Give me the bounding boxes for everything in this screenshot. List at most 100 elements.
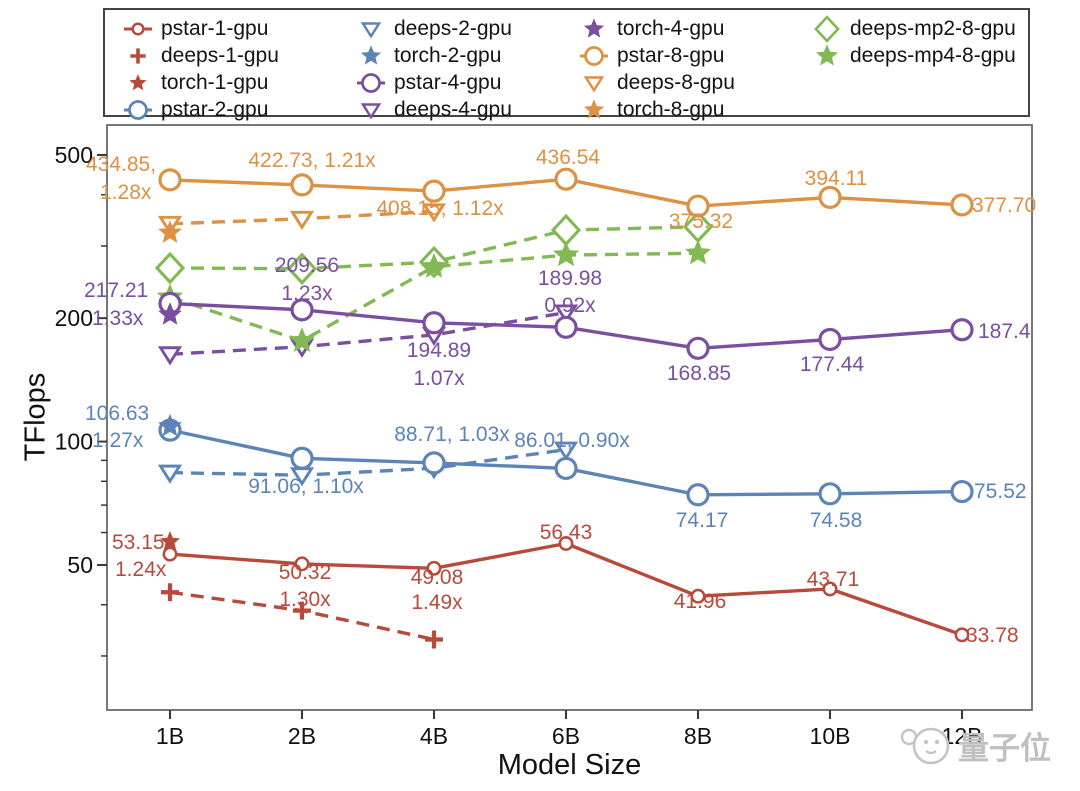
data-label: 187.4 (978, 320, 1031, 343)
legend-label: torch-4-gpu (617, 16, 725, 40)
data-label: 1.30x (279, 588, 331, 611)
legend-marker-plus-icon (130, 47, 146, 64)
data-label: 1.24x (115, 558, 167, 581)
legend-label: deeps-4-gpu (394, 97, 512, 121)
data-label: 394.11 (805, 167, 868, 190)
x-tick-label: 6B (552, 723, 580, 749)
y-axis-title: TFlops (19, 372, 52, 462)
legend-marker-star-icon (583, 98, 605, 119)
data-label: 375.32 (669, 210, 733, 233)
legend-item-deeps-8-gpu: deeps-8-gpu (577, 69, 735, 96)
chart-legend: pstar-1-gpu deeps-1-gpu torch-1-gpu pstar-2… (103, 8, 1030, 121)
y-tick-label: 200 (55, 305, 93, 331)
data-label: 0.92x (544, 294, 596, 317)
data-label: 74.17 (676, 509, 729, 532)
data-label: 168.85 (667, 362, 731, 385)
x-tick-label: 8B (684, 723, 712, 749)
annotations: 434.85, 1.28x 422.73, 1.21x 408.15, 1.12x 43… (84, 146, 1036, 647)
legend-item-deeps-4-gpu: deeps-4-gpu (354, 96, 512, 123)
x-tick-label: 4B (420, 723, 448, 749)
data-label: 33.78 (966, 624, 1019, 647)
legend-label: pstar-2-gpu (161, 97, 269, 121)
legend-item-deeps-2-gpu: deeps-2-gpu (354, 15, 512, 42)
legend-label: deeps-mp4-8-gpu (850, 43, 1016, 67)
legend-label: deeps-2-gpu (394, 16, 512, 40)
series-pstar-1-gpu (162, 536, 970, 643)
legend-marker-star-icon (129, 73, 147, 90)
legend-label: torch-8-gpu (617, 97, 725, 121)
series-deeps-1-gpu (161, 583, 443, 649)
y-tick-label: 50 (67, 552, 93, 578)
data-label: 1.07x (413, 367, 465, 390)
qbitai-face-icon (900, 727, 950, 765)
legend-item-deeps-mp4-8-gpu: deeps-mp4-8-gpu (810, 42, 1016, 69)
legend-marker-triangle-icon (360, 102, 382, 120)
legend-item-deeps-1-gpu: deeps-1-gpu (121, 42, 279, 69)
series-line (169, 447, 567, 477)
series-pstar-8-gpu (158, 167, 974, 218)
legend-item-pstar-8-gpu: pstar-8-gpu (577, 42, 735, 69)
data-label: 1.23x (281, 282, 333, 305)
y-axis: 500 200 100 50 (55, 142, 107, 657)
legend-item-pstar-1-gpu: pstar-1-gpu (121, 15, 279, 42)
data-label: 91.06, 1.10x (248, 475, 364, 498)
plot-box (106, 124, 1033, 711)
series-torch-1-gpu (159, 531, 181, 551)
legend-column: deeps-mp2-8-gpu deeps-mp4-8-gpu (810, 14, 1016, 69)
y-tick-label: 100 (55, 429, 93, 455)
series-deeps-4-gpu (157, 304, 579, 366)
data-label: 422.73, 1.21x (248, 149, 376, 172)
legend-column: deeps-2-gpu torch-2-gpu pstar-4-gpu deeps-4… (354, 15, 512, 123)
series-deeps-8-gpu (157, 203, 447, 236)
data-label: 50.32 (279, 561, 332, 584)
series-torch-4-gpu (158, 302, 182, 325)
legend-item-pstar-4-gpu: pstar-4-gpu (354, 69, 512, 96)
legend-item-torch-4-gpu: torch-4-gpu (577, 15, 735, 42)
data-label: 56.43 (540, 521, 593, 544)
legend-label: pstar-1-gpu (161, 16, 269, 40)
data-label: 408.15, 1.12x (376, 197, 504, 220)
legend-marker-circle-icon (580, 45, 608, 66)
data-label: 41.96 (674, 590, 727, 613)
legend-label: torch-1-gpu (161, 70, 269, 94)
x-axis: 1B 2B 4B 6B 8B 10B 12B (156, 710, 982, 749)
data-label: 49.08 (411, 566, 464, 589)
legend-item-deeps-mp2-8-gpu: deeps-mp2-8-gpu (810, 14, 1016, 43)
watermark: 量子位 (898, 720, 1051, 770)
data-label: 209.56 (275, 254, 339, 277)
data-label: 434.85, (86, 153, 156, 176)
watermark-text: 量子位 (958, 730, 1051, 766)
legend-item-torch-8-gpu: torch-8-gpu (577, 96, 735, 123)
data-label: 194.89 (407, 339, 471, 362)
data-label: 436.54 (536, 146, 601, 169)
legend-item-torch-1-gpu: torch-1-gpu (121, 69, 279, 96)
legend-item-torch-2-gpu: torch-2-gpu (354, 42, 512, 69)
legend-label: pstar-8-gpu (617, 43, 725, 67)
legend-marker-circle-icon (124, 99, 152, 120)
series-line (169, 251, 699, 343)
legend-marker-star-icon (583, 17, 605, 38)
legend-column: torch-4-gpu pstar-8-gpu deeps-8-gpu torch-8… (577, 15, 735, 123)
data-label: 43.71 (807, 568, 860, 591)
data-label: 74.58 (810, 509, 863, 532)
data-label: 86.01, 0.90x (514, 429, 630, 452)
x-tick-label: 2B (288, 723, 316, 749)
legend-label: deeps-8-gpu (617, 70, 735, 94)
legend-marker-star-icon (360, 44, 382, 65)
legend-label: deeps-1-gpu (161, 43, 279, 67)
legend-label: pstar-4-gpu (394, 70, 502, 94)
series-torch-2-gpu (158, 413, 182, 437)
data-label: 88.71, 1.03x (394, 423, 510, 446)
legend-item-pstar-2-gpu: pstar-2-gpu (121, 96, 279, 123)
legend-marker-circle-icon (357, 72, 385, 93)
x-axis-title: Model Size (497, 749, 642, 781)
legend-marker-triangle-icon (360, 21, 382, 39)
data-label: 75.52 (974, 480, 1027, 503)
x-tick-label: 10B (810, 723, 851, 749)
data-label: 53.15 (112, 531, 165, 554)
data-label: 377.70 (972, 194, 1036, 217)
y-tick-label: 500 (55, 142, 93, 168)
data-label: 1.28x (100, 181, 152, 204)
